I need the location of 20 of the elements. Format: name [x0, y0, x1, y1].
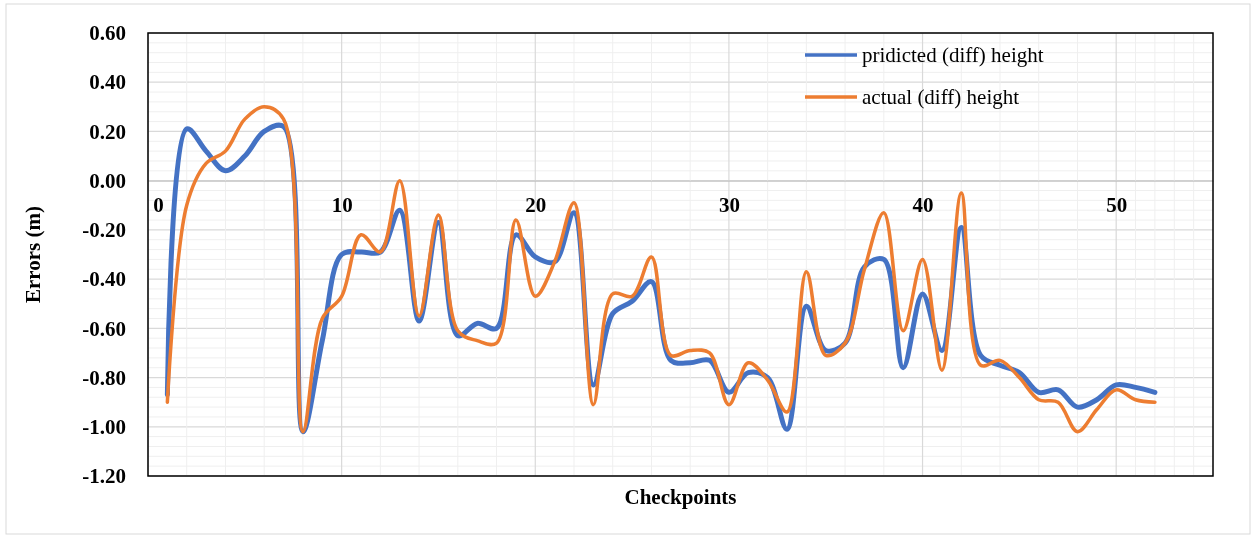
x-tick-label: 30 — [718, 192, 740, 217]
y-tick-label: 0.00 — [89, 168, 126, 193]
y-tick-label: 0.20 — [89, 119, 126, 144]
x-tick-label: 50 — [1106, 192, 1128, 217]
x-tick-label: 20 — [525, 192, 547, 217]
y-tick-label: -0.20 — [82, 218, 126, 243]
legend-label: pridicted (diff) height — [862, 43, 1044, 67]
x-tick-label: 40 — [912, 192, 934, 217]
y-tick-label: -0.80 — [82, 365, 126, 390]
y-tick-label: -0.40 — [82, 267, 126, 292]
x-axis-title: Checkpoints — [624, 485, 737, 509]
legend-label: actual (diff) height — [862, 85, 1020, 109]
x-tick-label: 10 — [331, 192, 353, 217]
y-tick-label: -1.00 — [82, 415, 126, 439]
x-tick-label: 0 — [153, 192, 164, 217]
y-tick-label: -0.60 — [82, 316, 126, 341]
y-tick-label: -1.20 — [82, 464, 126, 489]
y-tick-label: 0.60 — [89, 21, 126, 46]
y-axis-title: Errors (m) — [21, 206, 45, 303]
y-tick-label: 0.40 — [89, 70, 126, 95]
